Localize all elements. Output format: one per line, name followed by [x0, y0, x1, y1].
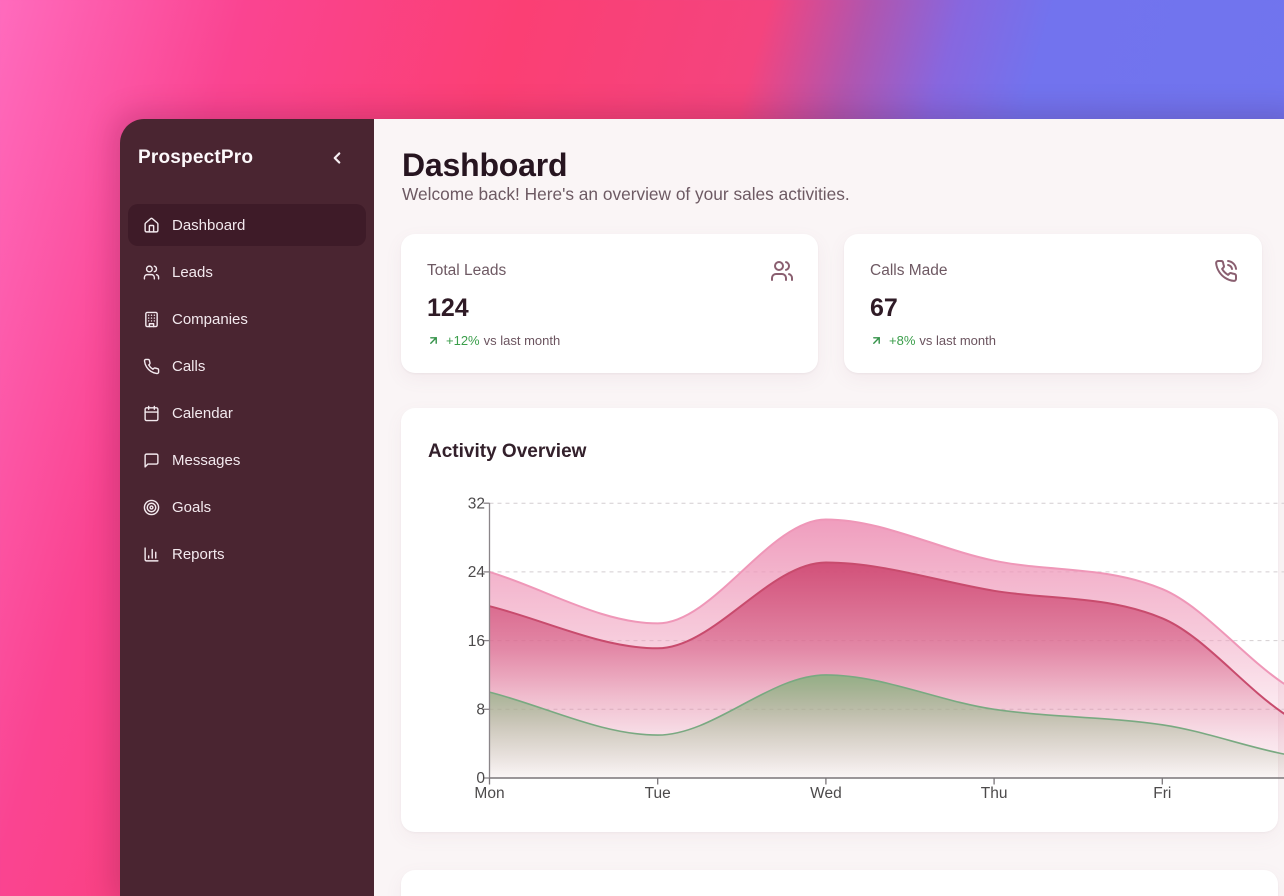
svg-text:Tue: Tue: [645, 785, 671, 802]
svg-text:32: 32: [468, 495, 485, 512]
svg-text:Fri: Fri: [1153, 785, 1171, 802]
svg-text:Wed: Wed: [810, 785, 842, 802]
svg-text:Mon: Mon: [474, 785, 504, 802]
svg-text:16: 16: [468, 633, 485, 650]
svg-text:24: 24: [468, 564, 486, 581]
svg-text:8: 8: [476, 702, 485, 719]
svg-text:Thu: Thu: [981, 785, 1008, 802]
svg-text:0: 0: [476, 770, 485, 787]
